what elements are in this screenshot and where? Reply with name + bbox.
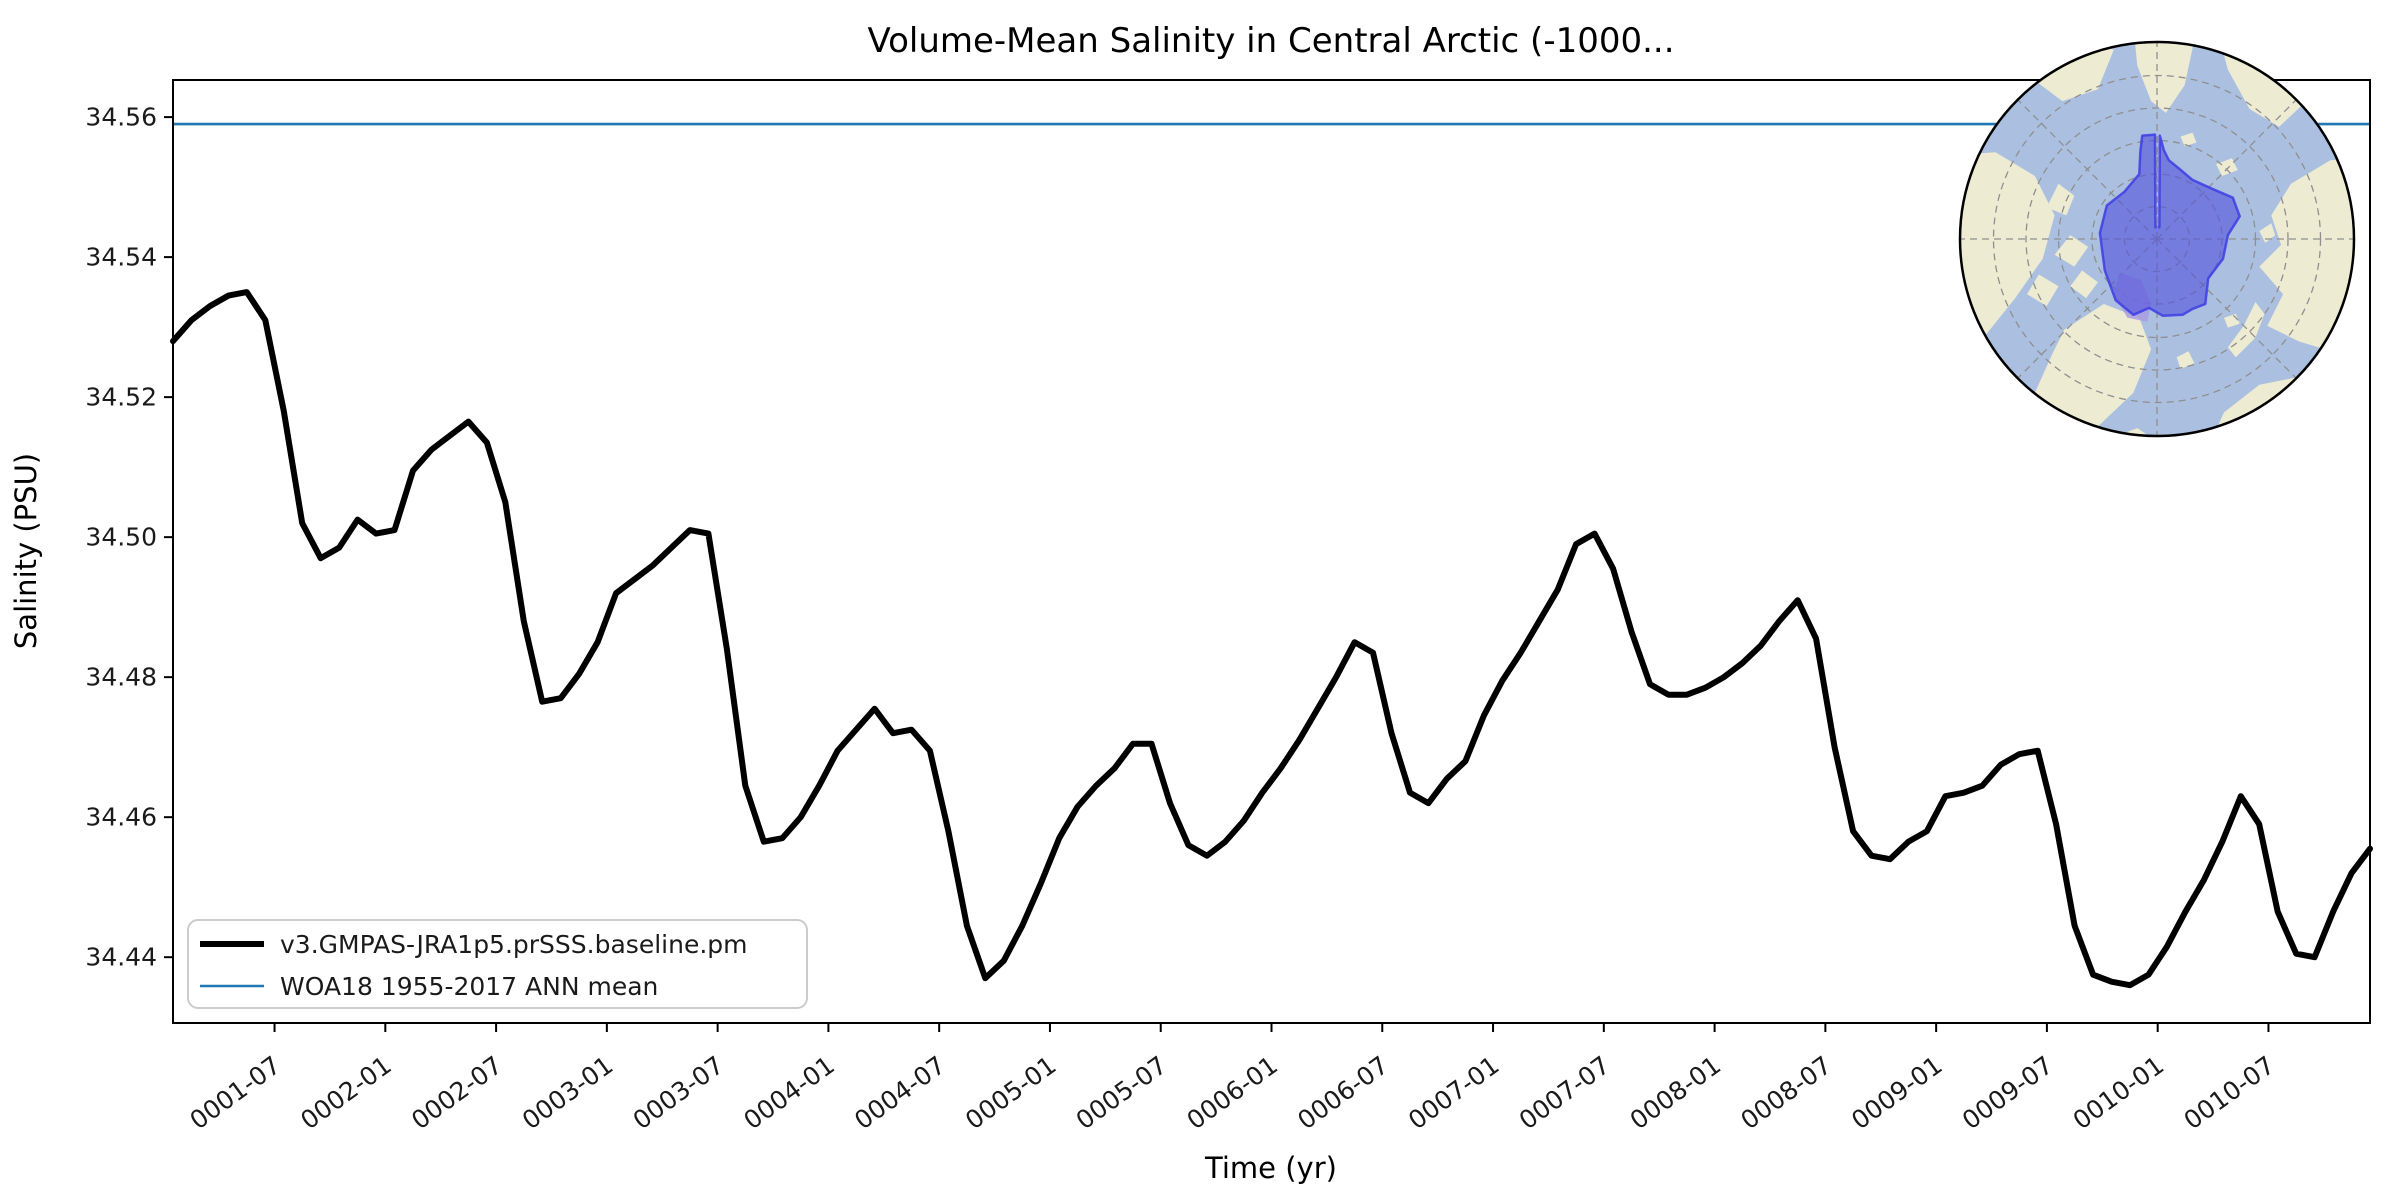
- x-tick-label: 0007-01: [1403, 1050, 1505, 1135]
- x-tick-label: 0008-01: [1625, 1050, 1727, 1135]
- x-tick-label: 0005-01: [960, 1050, 1062, 1135]
- map-landmass: [2027, 274, 2059, 306]
- x-tick-label: 0007-07: [1514, 1050, 1616, 1135]
- map-landmass: [2216, 158, 2238, 176]
- x-tick-label: 0003-07: [628, 1050, 730, 1135]
- map-meridian: [2017, 99, 2158, 240]
- map-meridian: [2156, 99, 2297, 240]
- x-tick-label: 0009-07: [1957, 1050, 2059, 1135]
- x-tick-label: 0004-07: [849, 1050, 951, 1135]
- map-landmass: [2259, 223, 2276, 243]
- x-tick-label: 0002-07: [406, 1050, 508, 1135]
- legend-label-reference: WOA18 1955-2017 ANN mean: [280, 972, 658, 1001]
- y-tick-label: 34.50: [85, 523, 157, 552]
- map-landmass: [2046, 183, 2075, 216]
- arctic-inset-map: [1958, 40, 2356, 438]
- x-tick-label: 0004-01: [738, 1050, 840, 1135]
- map-parallel: [1992, 74, 2322, 404]
- map-outline-circle: [1958, 40, 2356, 438]
- x-tick-label: 0009-01: [1846, 1050, 1948, 1135]
- x-axis-label: Time (yr): [1204, 1151, 1337, 1185]
- map-landmass: [2070, 270, 2098, 299]
- x-tick-label: 0003-01: [517, 1050, 619, 1135]
- map-landmass: [2176, 351, 2195, 369]
- map-parallel: [2025, 107, 2289, 371]
- legend-box: [187, 919, 808, 1009]
- map-landmass: [2133, 42, 2197, 113]
- y-tick-label: 34.56: [85, 103, 157, 132]
- legend: v3.GMPAS-JRA1p5.prSSS.baseline.pm WOA18 …: [187, 919, 808, 1009]
- legend-label-main: v3.GMPAS-JRA1p5.prSSS.baseline.pm: [280, 930, 748, 959]
- map-landmass: [2054, 235, 2089, 267]
- x-tick-label: 0006-01: [1181, 1050, 1283, 1135]
- salinity-series-line: [170, 289, 2373, 989]
- x-tick-label: 0010-07: [2178, 1050, 2280, 1135]
- x-tick-label: 0002-01: [295, 1050, 397, 1135]
- y-axis-label: Salinity (PSU): [9, 453, 43, 649]
- map-landmass: [2180, 132, 2197, 147]
- x-tick-label: 0005-07: [1071, 1050, 1173, 1135]
- map-meridian: [2017, 238, 2158, 379]
- y-tick-label: 34.46: [85, 803, 157, 832]
- x-tick-label: 0006-07: [1292, 1050, 1394, 1135]
- y-tick-label: 34.44: [85, 943, 157, 972]
- x-tick-label: 0008-07: [1735, 1050, 1837, 1135]
- y-tick-label: 34.54: [85, 243, 157, 272]
- chart-title: Volume-Mean Salinity in Central Arctic (…: [867, 21, 1674, 61]
- x-tick-label: 0010-01: [2068, 1050, 2170, 1135]
- map-content: [1960, 42, 2354, 436]
- y-tick-label: 34.52: [85, 383, 157, 412]
- y-tick-label: 34.48: [85, 663, 157, 692]
- map-highlight-region: [2098, 133, 2241, 318]
- map-meridian: [2156, 238, 2297, 379]
- x-tick-label: 0001-07: [184, 1050, 286, 1135]
